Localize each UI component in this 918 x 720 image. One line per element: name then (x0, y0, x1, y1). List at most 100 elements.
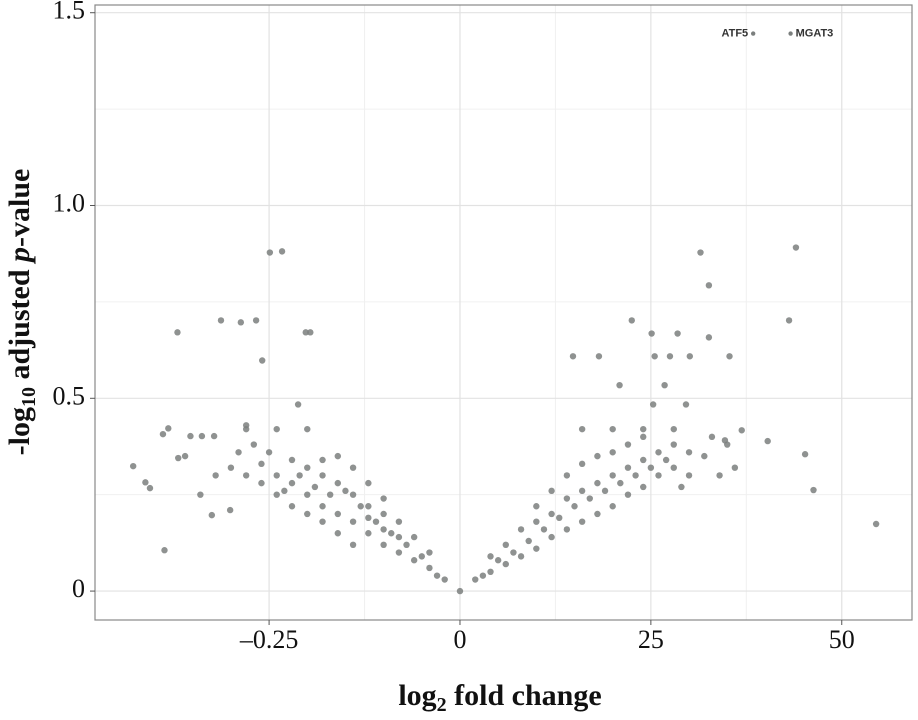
point (296, 472, 303, 479)
point (365, 503, 372, 510)
point (548, 510, 555, 518)
point (349, 541, 357, 549)
point (640, 425, 647, 433)
point (674, 330, 681, 337)
point (651, 353, 658, 360)
point (388, 530, 395, 537)
point (609, 449, 616, 456)
point (129, 462, 137, 470)
point (334, 530, 342, 537)
point (517, 553, 525, 560)
point (655, 472, 662, 479)
point (380, 526, 387, 533)
point (334, 510, 342, 518)
point (365, 530, 372, 537)
point (307, 329, 314, 336)
y-title-sub: 10 (18, 387, 40, 407)
point (174, 329, 181, 336)
point (349, 491, 357, 498)
point (487, 553, 494, 560)
point (319, 456, 326, 464)
point (161, 547, 168, 554)
y-title-part: p (3, 247, 36, 265)
point (181, 452, 189, 460)
y-tick-label: 1.5 (53, 0, 86, 25)
point (395, 533, 403, 541)
point (494, 557, 502, 564)
point (278, 248, 286, 255)
point (578, 460, 586, 468)
point (433, 572, 441, 579)
point (721, 437, 729, 444)
y-tick-label: 0.5 (53, 381, 86, 410)
point (235, 449, 242, 456)
point (479, 572, 487, 579)
point (655, 449, 662, 456)
point (265, 449, 273, 456)
point (609, 503, 616, 510)
point (738, 427, 745, 434)
annotated-point (750, 31, 756, 36)
point (578, 487, 586, 495)
point (242, 422, 250, 429)
point (548, 487, 555, 495)
point (578, 425, 586, 433)
point (250, 441, 258, 448)
grid (95, 5, 912, 620)
y-title-part: -value (3, 169, 36, 247)
point (594, 510, 601, 518)
point (556, 514, 563, 522)
point (426, 564, 433, 572)
point (616, 381, 623, 389)
point (801, 451, 809, 458)
point (569, 353, 577, 360)
point (380, 495, 387, 502)
point (165, 425, 172, 432)
point (319, 518, 326, 525)
point (395, 518, 403, 525)
y-axis-title: -log10 adjusted p-value (3, 169, 40, 456)
point (670, 441, 677, 448)
point (685, 449, 693, 456)
point (533, 545, 540, 552)
point (410, 557, 418, 564)
point (716, 472, 723, 479)
point (242, 472, 250, 479)
point (686, 353, 694, 360)
point (380, 510, 387, 518)
point (563, 526, 571, 533)
point (697, 249, 704, 256)
point (678, 483, 685, 491)
point (670, 464, 677, 471)
point (764, 437, 771, 445)
point (441, 576, 448, 583)
point (525, 537, 532, 545)
x-axis-title: log2 fold change (398, 679, 601, 716)
point (302, 329, 309, 336)
point (647, 464, 655, 471)
point (640, 433, 647, 441)
point (510, 549, 517, 556)
point (288, 503, 296, 510)
point (198, 432, 206, 440)
point (159, 430, 167, 438)
annotation: ATF5 (721, 27, 748, 39)
point (563, 472, 571, 479)
point (563, 495, 571, 502)
point (578, 518, 586, 525)
point (311, 483, 319, 491)
y-title-part: adjusted (3, 262, 36, 387)
y-tick-label: 0 (72, 574, 85, 603)
point (175, 454, 182, 462)
point (662, 456, 670, 464)
point (640, 456, 647, 464)
point (517, 526, 525, 533)
point (670, 425, 677, 433)
point (533, 503, 540, 510)
point (726, 353, 733, 360)
point (456, 587, 464, 595)
point (624, 441, 632, 448)
x-title-part: fold change (447, 679, 602, 712)
point (666, 353, 674, 360)
point (210, 432, 218, 440)
